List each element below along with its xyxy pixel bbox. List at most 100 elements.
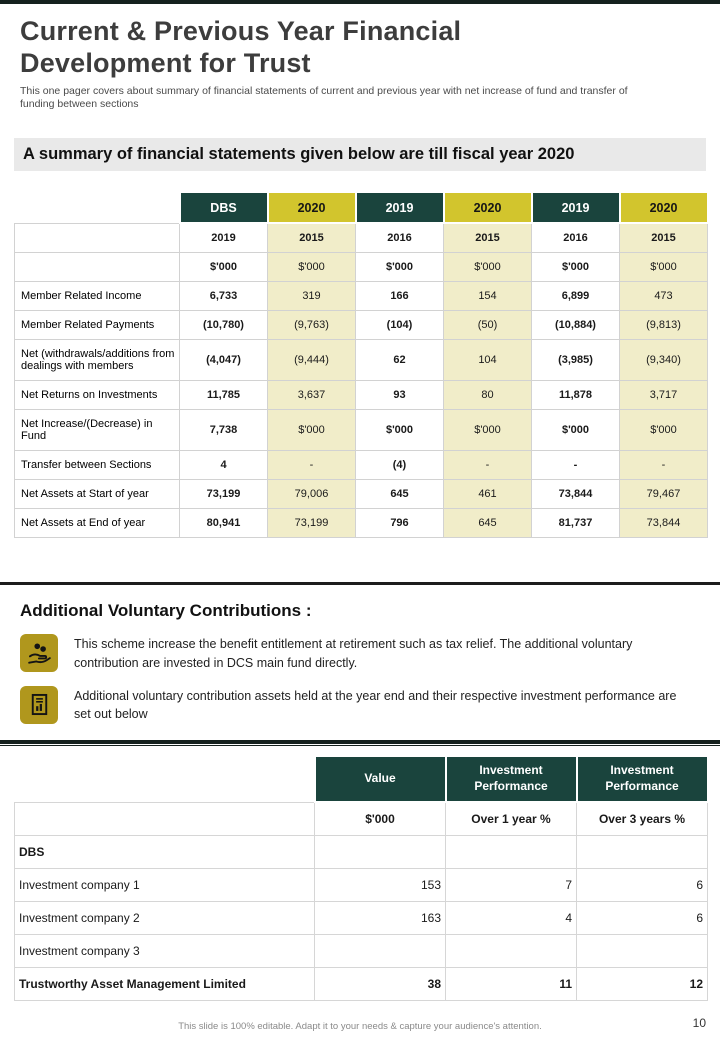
- summary-value-cell: 645: [355, 479, 444, 509]
- perf-subheader-cell: Over 3 years %: [576, 801, 708, 836]
- summary-value-cell: 80: [443, 380, 532, 410]
- summary-value-cell: 3,717: [619, 380, 708, 410]
- summary-col-header: 2020: [618, 191, 709, 224]
- report-document-icon: [20, 685, 58, 724]
- summary-row-label: Net Increase/(Decrease) in Fund: [14, 409, 180, 451]
- header-block: Current & Previous Year Financial Develo…: [0, 0, 720, 112]
- summary-table-row: Net Assets at Start of year 73,199 79,006 6…: [14, 479, 708, 509]
- perf-group-row: DBS: [14, 835, 708, 869]
- summary-value-cell: -: [443, 450, 532, 480]
- summary-unit-cell: $'000: [619, 252, 708, 282]
- summary-value-cell: 796: [355, 508, 444, 538]
- summary-value-cell: 3,637: [267, 380, 356, 410]
- perf-col-header: Investment Performance: [444, 755, 578, 803]
- summary-unit-row: $'000 $'000 $'000 $'000 $'000 $'000: [14, 252, 708, 282]
- summary-subyear-cell: 2019: [179, 222, 268, 253]
- page-number: 10: [692, 1016, 706, 1030]
- summary-value-cell: 154: [443, 281, 532, 311]
- summary-table-row: Net Returns on Investments 11,785 3,637 93 8…: [14, 380, 708, 410]
- summary-row-label: Member Related Payments: [14, 310, 180, 340]
- summary-row-label: Net (withdrawals/additions from dealings…: [14, 339, 180, 381]
- summary-col-header: 2020: [442, 191, 533, 224]
- summary-unit-cell: $'000: [179, 252, 268, 282]
- perf-value-cell: [314, 835, 446, 869]
- perf-value-cell: 38: [314, 967, 446, 1001]
- summary-value-cell: -: [531, 450, 620, 480]
- perf-sub-corner: [14, 801, 315, 836]
- summary-subyear-row: 2019 2015 2016 2015 2016 2015: [14, 222, 708, 253]
- summary-row-label: Net Assets at End of year: [14, 508, 180, 538]
- summary-row-label: Net Assets at Start of year: [14, 479, 180, 509]
- summary-value-cell: -: [267, 450, 356, 480]
- perf-row-label: Investment company 3: [14, 934, 315, 968]
- perf-table-row: Trustworthy Asset Management Limited 38 11…: [14, 967, 708, 1001]
- summary-value-cell: (10,780): [179, 310, 268, 340]
- perf-value-cell: 153: [314, 868, 446, 902]
- perf-header-row: Value Investment Performance Investment Pe…: [14, 755, 709, 803]
- summary-value-cell: (4,047): [179, 339, 268, 381]
- avc-bullet-text: This scheme increase the benefit entitle…: [74, 637, 633, 670]
- perf-subheader-row: $'000 Over 1 year % Over 3 years %: [14, 801, 708, 836]
- summary-value-cell: 104: [443, 339, 532, 381]
- perf-row-label: Investment company 2: [14, 901, 315, 935]
- summary-value-cell: 62: [355, 339, 444, 381]
- footer: This slide is 100% editable. Adapt it to…: [0, 1016, 720, 1034]
- summary-value-cell: (9,813): [619, 310, 708, 340]
- summary-value-cell: -: [619, 450, 708, 480]
- summary-value-cell: 81,737: [531, 508, 620, 538]
- avc-heading: Additional Voluntary Contributions :: [20, 601, 312, 620]
- summary-value-cell: $'000: [443, 409, 532, 451]
- summary-value-cell: 6,899: [531, 281, 620, 311]
- summary-row-label: Member Related Income: [14, 281, 180, 311]
- summary-table-row: Transfer between Sections 4- (4) - - -: [14, 450, 708, 480]
- page-title-line1: Current & Previous Year Financial: [20, 16, 462, 46]
- summary-table-row: Member Related Payments (10,780) (9,763) (1…: [14, 310, 708, 340]
- summary-col-header: DBS: [178, 191, 269, 224]
- summary-table-row: Net Assets at End of year 80,941 73,199 796…: [14, 508, 708, 538]
- summary-col-header: 2019: [530, 191, 621, 224]
- summary-section-header: A summary of financial statements given …: [14, 138, 706, 171]
- perf-value-cell: [576, 934, 708, 968]
- summary-col-header: 2019: [354, 191, 445, 224]
- perf-col-header: Investment Performance: [575, 755, 709, 803]
- summary-value-cell: $'000: [355, 409, 444, 451]
- summary-value-cell: 79,006: [267, 479, 356, 509]
- summary-value-cell: (104): [355, 310, 444, 340]
- summary-value-cell: 73,844: [619, 508, 708, 538]
- summary-value-cell: $'000: [267, 409, 356, 451]
- summary-value-cell: (9,340): [619, 339, 708, 381]
- summary-header-row: DBS 2020 2019 2020 2019 2020: [14, 191, 709, 224]
- summary-value-cell: 6,733: [179, 281, 268, 311]
- summary-value-cell: 93: [355, 380, 444, 410]
- hand-coins-icon: [20, 634, 58, 672]
- perf-table-row: Investment company 3: [14, 934, 708, 968]
- page-subtitle: This one pager covers about summary of f…: [20, 84, 628, 111]
- summary-value-cell: (9,763): [267, 310, 356, 340]
- summary-value-cell: 7,738: [179, 409, 268, 451]
- summary-value-cell: (4): [355, 450, 444, 480]
- summary-subyear-cell: 2016: [531, 222, 620, 253]
- perf-value-cell: [576, 835, 708, 869]
- avc-bullet-2: Additional voluntary contribution assets…: [20, 685, 694, 725]
- section-divider-thick: [0, 740, 720, 746]
- summary-unit-corner: [14, 252, 180, 282]
- summary-row-label: Net Returns on Investments: [14, 380, 180, 410]
- summary-value-cell: 319: [267, 281, 356, 311]
- page-title-line2: Development for Trust: [20, 47, 311, 78]
- summary-corner-cell: [14, 192, 180, 223]
- page-title: Current & Previous Year Financial Develo…: [20, 16, 700, 80]
- section-divider: [0, 582, 720, 585]
- summary-table-row: Net Increase/(Decrease) in Fund 7,738 $'00…: [14, 409, 708, 451]
- summary-subyear-cell: 2015: [267, 222, 356, 253]
- perf-value-cell: [445, 934, 577, 968]
- perf-value-cell: [314, 934, 446, 968]
- summary-value-cell: $'000: [531, 409, 620, 451]
- perf-value-cell: 4: [445, 901, 577, 935]
- summary-value-cell: 11,785: [179, 380, 268, 410]
- financial-summary-table: DBS 2020 2019 2020 2019 2020 2019 2015 2016 2015…: [14, 191, 709, 538]
- perf-subheader-cell: Over 1 year %: [445, 801, 577, 836]
- summary-value-cell: 73,844: [531, 479, 620, 509]
- footer-note: This slide is 100% editable. Adapt it to…: [178, 1021, 542, 1032]
- perf-group-label: DBS: [14, 835, 315, 869]
